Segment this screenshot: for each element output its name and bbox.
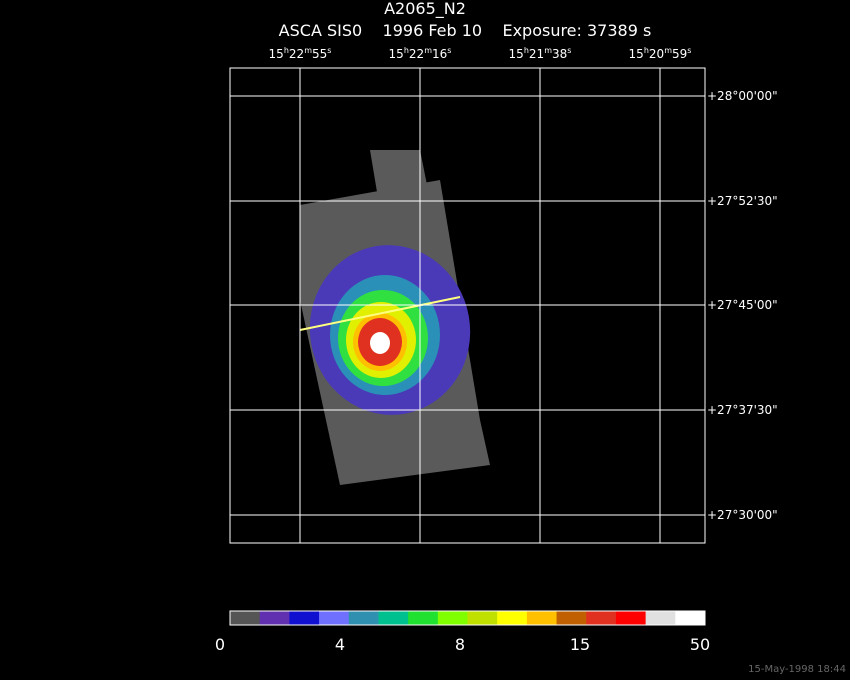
colorbar-swatch <box>526 611 558 625</box>
title: A2065_N2 <box>384 0 466 19</box>
ra-number: 21 <box>529 47 544 61</box>
ra-label: 15h22m16s <box>389 46 452 61</box>
colorbar-swatch <box>467 611 498 625</box>
ra-number: 59 <box>672 47 687 61</box>
colorbar-label: 0 <box>215 635 225 654</box>
ra-number: 16 <box>432 47 447 61</box>
footer-timestamp: 15-May-1998 18:44 <box>748 664 846 675</box>
ra-label: 15h21m38s <box>509 46 572 61</box>
ra-unit: m <box>544 46 552 55</box>
dec-label: +27°30'00" <box>707 508 778 522</box>
ra-unit: h <box>524 46 529 55</box>
ra-unit: m <box>304 46 312 55</box>
colorbar-swatch <box>230 611 261 625</box>
ra-unit: s <box>327 46 331 55</box>
ra-number: 15 <box>269 47 284 61</box>
colorbar-swatch <box>259 611 290 625</box>
ra-number: 15 <box>389 47 404 61</box>
coordinate-grid <box>229 67 706 544</box>
colorbar-swatch <box>675 611 706 625</box>
gray-region <box>370 150 430 210</box>
colorbar-label: 4 <box>335 635 345 654</box>
colorbar-swatch <box>645 611 676 625</box>
colorbar-swatch <box>615 611 647 625</box>
ra-number: 15 <box>509 47 524 61</box>
xray-image <box>299 150 490 485</box>
colorbar-swatch <box>289 611 320 625</box>
colorbar-swatch <box>437 611 468 625</box>
colorbar-frame <box>229 610 706 626</box>
ra-unit: s <box>567 46 571 55</box>
colorbar-label: 15 <box>570 635 590 654</box>
ra-label: 15h20m59s <box>629 46 692 61</box>
ra-number: 22 <box>289 47 304 61</box>
ra-number: 22 <box>409 47 424 61</box>
ra-number: 15 <box>629 47 644 61</box>
colorbar-label: 8 <box>455 635 465 654</box>
ra-unit: m <box>424 46 432 55</box>
colorbar-swatch <box>348 611 379 625</box>
colorbar-swatch <box>556 611 587 625</box>
ra-label: 15h22m55s <box>269 46 332 61</box>
colorbar-swatch <box>319 611 350 625</box>
ra-unit: h <box>644 46 649 55</box>
peak-region <box>370 332 390 354</box>
ra-number: 20 <box>649 47 664 61</box>
colorbar-swatch <box>586 611 617 625</box>
colorbar-label: 50 <box>690 635 710 654</box>
dec-label: +27°37'30" <box>707 403 778 417</box>
dec-label: +27°45'00" <box>707 298 778 312</box>
ra-unit: s <box>687 46 691 55</box>
ra-unit: m <box>664 46 672 55</box>
colorbar-swatch <box>497 611 528 625</box>
ra-unit: s <box>447 46 451 55</box>
subtitle: ASCA SIS0 1996 Feb 10 Exposure: 37389 s <box>279 21 652 40</box>
colorbar-swatch <box>378 611 409 625</box>
ra-number: 55 <box>312 47 327 61</box>
dec-label: +28°00'00" <box>707 89 778 103</box>
streak <box>299 296 461 331</box>
colorbar-swatch <box>408 611 439 625</box>
ra-number: 38 <box>552 47 567 61</box>
ra-unit: h <box>284 46 289 55</box>
dec-label: +27°52'30" <box>707 194 778 208</box>
ra-unit: h <box>404 46 409 55</box>
